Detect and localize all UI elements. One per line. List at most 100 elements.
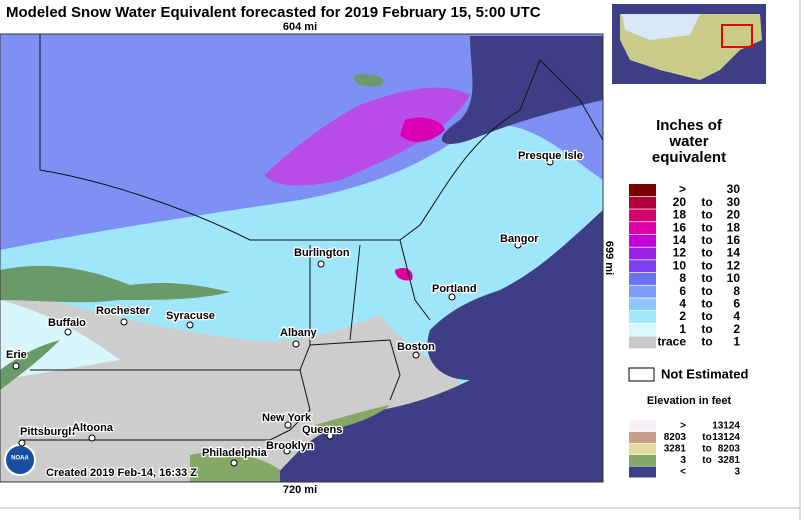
legend-from: trace [657,335,686,349]
legend-to: 2 [733,322,740,336]
city-marker [292,340,300,348]
legend-to-word: to [701,258,712,272]
city-marker [283,447,291,455]
legend: Inches of water equivalent Not Estimated… [628,117,748,478]
legend-from: > [680,421,686,432]
map-frame [0,33,604,483]
legend-swatch [629,260,656,273]
city-label: Boston [397,341,435,353]
legend-to: 3281 [718,455,741,466]
legend-from: 8203 [664,432,687,443]
city-marker [88,434,96,442]
city-marker [546,158,554,166]
legend-from: > [679,182,686,196]
legend-to: 4 [733,309,740,323]
legend-swatch [629,222,656,235]
city-marker [448,293,456,301]
legend-to-word: to [701,284,712,298]
legend-swatch [629,298,656,311]
city-label: Syracuse [166,310,215,322]
legend-from: 10 [673,258,687,272]
legend-to: 14 [727,246,741,260]
map [0,34,603,482]
legend-swatch [629,443,656,455]
legend-from: 2 [679,309,686,323]
city-marker [64,328,72,336]
scale-right: 699 mi [603,241,615,275]
legend-swatch [629,311,656,323]
title: Modeled Snow Water Equivalent forecasted… [6,4,541,21]
city-marker [120,318,128,326]
city-marker [230,459,238,467]
legend-swatch [629,247,656,260]
legend-to-word: to [701,296,712,310]
legend-from: 3 [680,455,686,466]
city-label: Burlington [294,247,350,259]
inset-map [612,4,766,84]
legend-to: 12 [727,258,741,272]
legend-to: 13124 [712,432,740,443]
legend-swatch [629,272,656,285]
city-label: Queens [302,424,342,436]
legend-from: 3281 [664,444,687,455]
city-label: Erie [6,349,27,361]
city-marker [186,321,194,329]
city-marker [514,241,522,249]
legend-to-word: to [702,444,711,455]
legend-from: 4 [679,296,686,310]
credit: Created 2019 Feb-14, 16:33 Z [46,467,197,479]
legend-title: equivalent [652,149,726,166]
elevation-title: Elevation in feet [647,395,732,407]
legend-to-word: to [702,455,711,466]
legend-to: 3 [734,467,740,478]
city-label: Bangor [500,233,539,245]
city-label: Buffalo [48,317,86,329]
legend-from: 14 [673,233,687,247]
legend-label: Not Estimated [661,366,748,381]
legend-to-word: to [701,335,712,349]
city-marker [326,432,334,440]
city-label: Brooklyn [266,440,314,452]
city-label: Philadelphia [202,447,268,459]
legend-to-word: to [701,220,712,234]
legend-from: 8 [679,271,686,285]
city-label: Albany [280,327,318,339]
legend-to-word: to [701,322,712,336]
legend-from: 18 [673,208,687,222]
scale-bottom: 720 mi [283,484,317,496]
legend-from: 20 [673,195,687,209]
city-label: New York [262,412,312,424]
legend-to-word: to [701,195,712,209]
legend-swatch [629,184,656,196]
legend-title: Inches of [656,117,723,134]
city-label: Presque Isle [518,150,583,162]
city-marker [18,439,26,447]
legend-to: 30 [727,182,741,196]
legend-swatch [629,234,656,247]
legend-to-word: to [701,309,712,323]
city-label: Rochester [96,305,151,317]
legend-to: 8203 [718,444,741,455]
legend-swatch [629,432,656,443]
city-label: Pittsburgh [20,426,75,438]
legend-to-word: to [701,208,712,222]
legend-swatch [629,196,656,209]
legend-to: 10 [727,271,741,285]
cities: Presque Isle Bangor Burlington Portland Roch… [5,149,584,467]
legend-title: water [668,133,708,150]
legend-swatch [629,466,656,478]
legend-to: 6 [733,296,740,310]
legend-swatch [629,455,656,466]
legend-from: 6 [679,284,686,298]
city-label: Portland [432,283,477,295]
legend-swatch [629,336,656,349]
legend-swatch [628,367,655,382]
legend-to: 13124 [712,421,740,432]
legend-to: 18 [727,220,741,234]
city-label: Altoona [72,422,114,434]
city-marker [412,351,420,359]
legend-swatch [629,285,656,298]
legend-from: 1 [679,322,686,336]
legend-to-word: to [701,233,712,247]
